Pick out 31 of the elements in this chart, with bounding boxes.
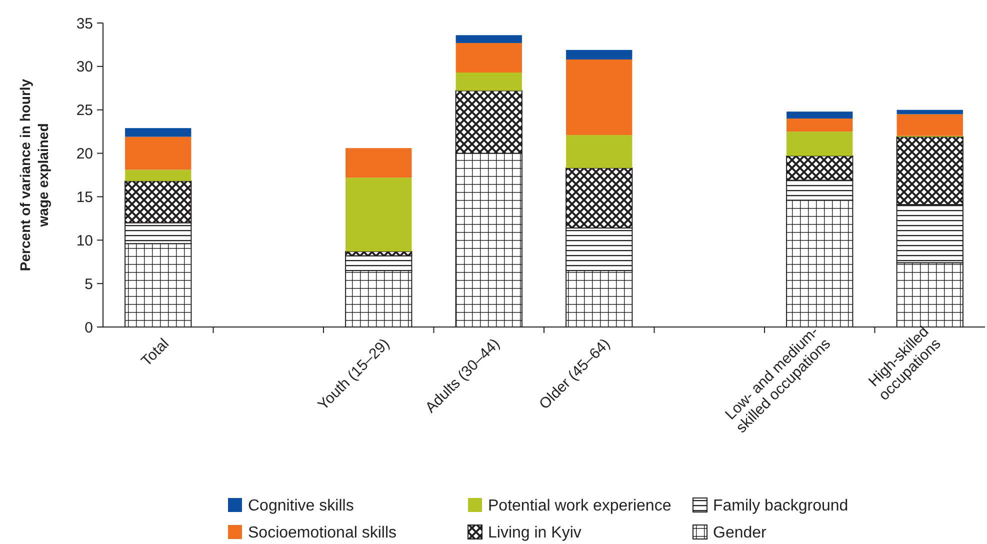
bar bbox=[456, 72, 522, 91]
legend-label: Cognitive skills bbox=[248, 498, 354, 515]
bar bbox=[566, 50, 632, 60]
y-tick-label: 30 bbox=[76, 58, 93, 76]
y-tick-label: 35 bbox=[76, 15, 93, 32]
bar bbox=[786, 132, 853, 156]
bar bbox=[566, 135, 632, 168]
bar bbox=[125, 170, 192, 182]
bar bbox=[456, 42, 522, 73]
y-tick-label: 20 bbox=[76, 146, 93, 163]
bar bbox=[346, 178, 412, 252]
bar bbox=[346, 148, 412, 178]
bar bbox=[786, 118, 853, 132]
bar bbox=[896, 114, 963, 136]
legend-label: Gender bbox=[713, 524, 768, 542]
legend-label: Family background bbox=[713, 498, 848, 515]
bar bbox=[566, 59, 632, 136]
legend-label: Potential work experience bbox=[488, 498, 672, 515]
bar bbox=[125, 136, 192, 170]
y-tick-label: 25 bbox=[76, 102, 93, 120]
legend-label: Living in Kyiv bbox=[488, 524, 582, 542]
y-tick-label: 15 bbox=[76, 188, 93, 206]
y-tick-label: 10 bbox=[76, 232, 93, 250]
bar bbox=[896, 110, 963, 114]
y-tick-label: 5 bbox=[84, 276, 93, 293]
legend-label: Socioemotional skills bbox=[248, 524, 397, 542]
bar bbox=[456, 35, 522, 43]
bar bbox=[786, 112, 853, 119]
y-axis-title: Percent of variance in hourly wage explained bbox=[17, 78, 51, 272]
y-tick-label: 0 bbox=[84, 319, 93, 336]
bar bbox=[125, 128, 192, 137]
